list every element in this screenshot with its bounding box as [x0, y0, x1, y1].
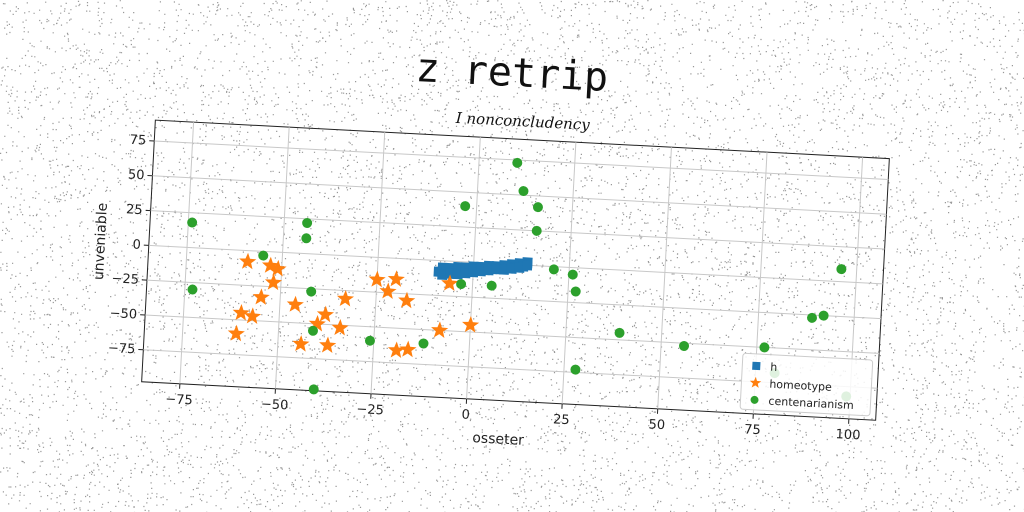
data-point-circle — [364, 335, 375, 346]
data-point-star — [286, 295, 304, 313]
legend-label: centenarianism — [768, 395, 854, 412]
data-point-star — [316, 305, 335, 323]
x-gridline — [657, 147, 672, 409]
data-point-circle — [759, 342, 770, 353]
x-tick-label: 100 — [835, 427, 861, 443]
data-point-circle — [512, 157, 523, 168]
series-h — [433, 257, 533, 280]
y-gridline — [150, 210, 885, 250]
data-point-star — [232, 304, 250, 321]
figure-suptitle: z retrip — [415, 45, 610, 101]
data-point-circle — [456, 279, 467, 290]
data-point-star — [239, 252, 257, 270]
y-tick-label: 50 — [128, 168, 145, 184]
data-point-star — [368, 270, 386, 288]
legend-marker-star — [749, 376, 762, 388]
data-point-star — [462, 316, 480, 333]
x-axis-label: osseter — [472, 430, 525, 449]
x-gridline — [274, 127, 290, 389]
data-point-circle — [570, 364, 581, 375]
chart-area: I nonconcludency −75 −50 −25 0 25 50 75 100 75 50… — [91, 109, 890, 449]
data-point-circle — [308, 384, 319, 395]
data-point-star — [331, 318, 349, 336]
data-point-star — [379, 282, 397, 299]
data-point-star — [319, 336, 337, 354]
data-point-circle — [567, 269, 578, 280]
data-point-circle — [460, 201, 471, 212]
data-point-star — [227, 324, 245, 342]
legend-label: homeotype — [769, 378, 832, 394]
y-tick-label: 25 — [126, 202, 143, 218]
data-point-circle — [301, 233, 312, 244]
data-point-circle — [307, 325, 318, 336]
data-point-star — [441, 274, 459, 292]
data-point-star — [336, 289, 355, 307]
data-point-circle — [818, 310, 829, 321]
data-point-circle — [614, 327, 625, 338]
data-point-circle — [807, 312, 818, 323]
y-tick-label: 75 — [129, 133, 146, 149]
x-tick-label: −25 — [356, 402, 384, 418]
data-point-star — [387, 341, 405, 359]
series-homeotype — [227, 252, 480, 359]
y-tick-label: 0 — [132, 238, 141, 253]
legend-box — [739, 352, 874, 417]
data-point-star — [292, 335, 310, 352]
data-point-circle — [302, 217, 313, 228]
data-point-square — [522, 259, 533, 271]
data-point-circle — [187, 217, 198, 228]
data-point-circle — [531, 225, 542, 236]
y-gridline — [152, 175, 887, 215]
axis-ticks: −75 −50 −25 0 25 50 75 100 75 50 25 0 −25 −50 −75 — [108, 133, 861, 444]
x-tick-label: 0 — [461, 408, 470, 423]
x-gridline — [370, 132, 386, 394]
data-point-star — [398, 291, 416, 309]
legend-marker-square — [752, 361, 761, 371]
data-point-circle — [836, 264, 847, 275]
y-tick-label: −25 — [111, 271, 139, 287]
x-gridline — [179, 122, 195, 384]
data-point-circle — [418, 338, 429, 349]
data-point-circle — [486, 280, 497, 291]
y-axis-label: unveniable — [91, 202, 111, 280]
data-point-star — [399, 340, 417, 358]
x-tick-label: 75 — [744, 422, 761, 438]
plot-area — [141, 119, 890, 421]
y-gridline — [145, 314, 880, 354]
data-point-star — [269, 259, 287, 277]
data-point-star — [261, 256, 280, 274]
data-point-circle — [532, 202, 543, 213]
x-tick-label: −50 — [260, 397, 288, 413]
x-tick-label: 50 — [648, 417, 665, 433]
data-point-circle — [548, 264, 559, 275]
data-point-circle — [679, 341, 690, 352]
x-tick-label: −75 — [165, 392, 193, 408]
data-point-star — [264, 273, 283, 291]
data-point-circle — [518, 186, 529, 197]
legend-marker-circle — [750, 395, 759, 404]
data-point-star — [252, 288, 270, 305]
y-tick-label: −75 — [108, 341, 136, 357]
y-tick-label: −50 — [109, 306, 137, 322]
data-point-star — [431, 321, 449, 338]
data-point-star — [387, 270, 405, 287]
data-point-circle — [570, 286, 581, 297]
legend-label: h — [770, 361, 778, 374]
data-point-circle — [258, 250, 269, 261]
x-tick-label: 25 — [553, 412, 570, 428]
data-point-square — [514, 262, 525, 273]
data-point-circle — [187, 284, 198, 295]
data-point-circle — [306, 286, 317, 297]
data-point-star — [244, 307, 262, 324]
chart-subtitle: I nonconcludency — [454, 109, 590, 134]
